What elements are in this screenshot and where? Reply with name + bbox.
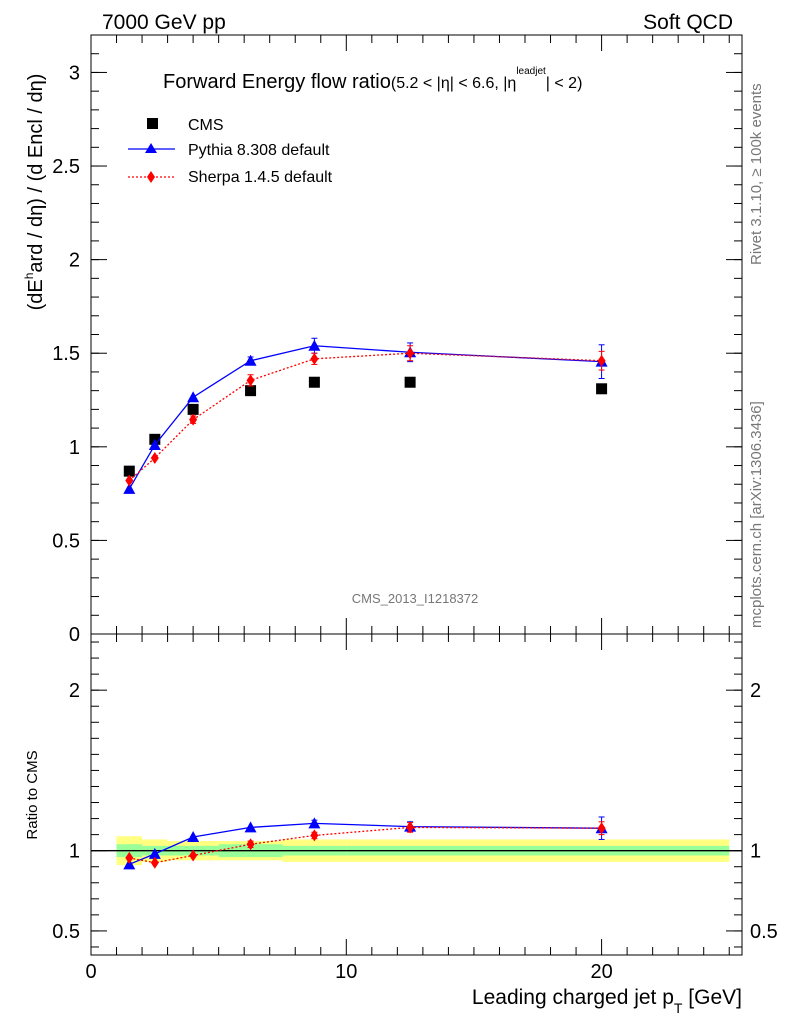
- ratio-series: [123, 816, 608, 870]
- legend-label-sherpa: Sherpa 1.4.5 default: [188, 169, 333, 186]
- x-axis-label: Leading charged jet pT [GeV]: [472, 986, 742, 1016]
- chart-title-sub: (5.2 < |η| < 6.6, |η: [391, 75, 516, 92]
- ratio-point-pythia: [308, 817, 321, 829]
- x-axis-label-sub: T: [674, 1000, 683, 1016]
- main-point-sherpa: [246, 374, 255, 387]
- ratio-frame: [90, 633, 743, 956]
- ratio-point-pythia: [148, 847, 161, 859]
- main-ytick-label: 0: [69, 624, 80, 646]
- main-line-sherpa: [128, 352, 602, 481]
- main-ytick-label: 1.5: [52, 343, 80, 365]
- analysis-id: CMS_2013_I1218372: [352, 591, 479, 606]
- main-point-data: [245, 385, 257, 397]
- x-tick-label: 20: [590, 961, 612, 983]
- x-tick-label: 10: [335, 961, 357, 983]
- ratio-ytick-label: 1: [69, 841, 80, 863]
- main-ylabel: (dEhard / dη) / (d Encl / dη): [22, 74, 47, 311]
- legend-marker-pythia: [145, 143, 157, 153]
- main-point-pythia: [308, 339, 321, 351]
- main-panel: 00.511.522.53 Forward Energy flow ratio(…: [22, 34, 743, 646]
- main-ytick-label: 2.5: [52, 156, 80, 178]
- legend-label-pythia: Pythia 8.308 default: [188, 142, 330, 159]
- main-line-pythia: [128, 345, 602, 490]
- ratio-ytick-label-right: 2: [750, 680, 761, 702]
- ratio-point-sherpa: [189, 849, 198, 862]
- main-point-sherpa: [125, 474, 134, 487]
- beam-label: 7000 GeV pp: [102, 11, 226, 34]
- main-point-data: [596, 383, 608, 395]
- mcplots-label: mcplots.cern.ch [arXiv:1306.3436]: [748, 401, 765, 628]
- chart-title-main: Forward Energy flow ratio: [163, 71, 391, 93]
- ratio-point-sherpa: [125, 851, 134, 864]
- ratio-ytick-label-right: 1: [750, 841, 761, 863]
- chart-title: Forward Energy flow ratio(5.2 < |η| < 6.…: [163, 66, 582, 93]
- main-point-pythia: [123, 482, 136, 494]
- ratio-ytick-label: 2: [69, 680, 80, 702]
- ratio-point-sherpa: [246, 838, 255, 851]
- main-ytick-label: 3: [69, 62, 80, 84]
- chart-title-end: | < 2): [546, 75, 583, 92]
- main-point-data: [123, 465, 135, 477]
- ratio-point-pythia: [187, 831, 200, 843]
- ratio-ytick-label-right: 0.5: [750, 921, 778, 943]
- main-point-sherpa: [189, 413, 198, 426]
- legend-marker-cms: [147, 118, 158, 129]
- ratio-point-sherpa: [310, 829, 319, 842]
- ratio-ytick-label: 0.5: [52, 921, 80, 943]
- main-point-data: [404, 376, 416, 388]
- ratio-point-sherpa: [406, 821, 415, 834]
- main-point-data: [187, 403, 199, 415]
- ratio-panel: 0.5 0.51 12 20 10 20 Ratio to CMS Leading cha…: [24, 633, 778, 1016]
- main-point-data: [308, 376, 320, 388]
- main-point-pythia: [187, 391, 200, 403]
- main-ylabel-sup: h: [22, 273, 36, 280]
- legend: CMS Pythia 8.308 default Sherpa 1.4.5 de…: [128, 117, 333, 186]
- ratio-point-pythia: [244, 821, 257, 833]
- ratio-point-sherpa: [597, 822, 606, 835]
- main-ytick-label: 0.5: [52, 530, 80, 552]
- main-point-pythia: [244, 354, 257, 366]
- chart-title-sup: leadjet: [516, 66, 546, 77]
- main-ylabel-part1: (dE: [25, 279, 47, 310]
- main-point-sherpa: [310, 352, 319, 365]
- rivet-label: Rivet 3.1.10, ≥ 100k events: [748, 83, 765, 265]
- main-series: [123, 337, 608, 494]
- process-label: Soft QCD: [643, 11, 733, 34]
- x-axis-label-unit: [GeV]: [682, 986, 742, 1009]
- x-axis-label-main: Leading charged jet p: [472, 986, 674, 1009]
- main-ytick-label: 1: [69, 437, 80, 459]
- legend-label-cms: CMS: [188, 117, 224, 134]
- main-ytick-label: 2: [69, 250, 80, 272]
- main-point-pythia: [148, 438, 161, 450]
- ratio-ylabel: Ratio to CMS: [24, 750, 41, 839]
- x-tick-label: 0: [85, 961, 96, 983]
- main-point-sherpa: [150, 452, 159, 465]
- main-point-sherpa: [406, 347, 415, 360]
- ratio-ticks: 0.5 0.51 12 20 10 20: [52, 634, 778, 983]
- ratio-point-sherpa: [150, 856, 159, 869]
- legend-marker-sherpa: [147, 171, 155, 183]
- main-ylabel-part2: ard / dη) / (d Encl / dη): [25, 74, 47, 273]
- main-point-sherpa: [597, 354, 606, 367]
